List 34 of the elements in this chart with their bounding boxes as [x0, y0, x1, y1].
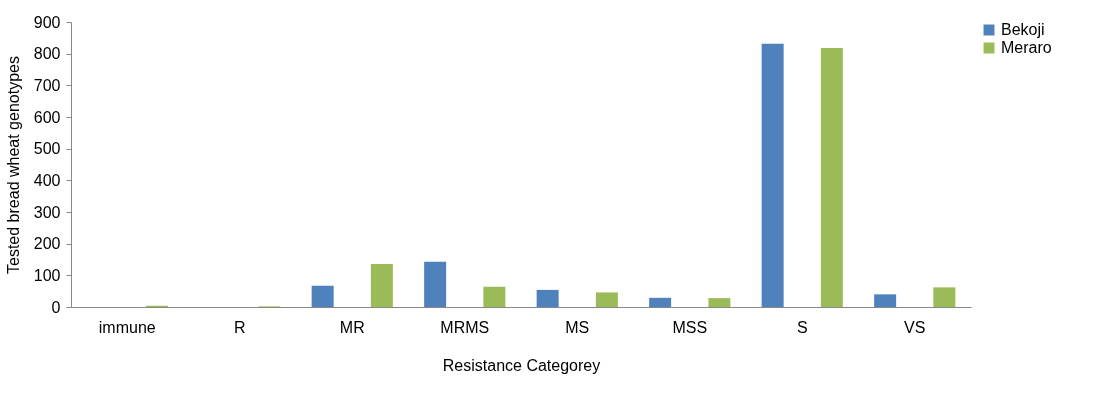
bar	[424, 261, 447, 307]
y-tick-label: 100	[33, 266, 61, 284]
y-tick-label: 600	[33, 108, 61, 126]
bar	[536, 289, 559, 307]
bar	[708, 298, 731, 307]
legend-label: Meraro	[1001, 39, 1052, 56]
x-axis-title: Resistance Categorey	[442, 356, 601, 374]
bar	[820, 47, 843, 307]
y-tick-label: 400	[33, 171, 61, 189]
y-tick-label: 0	[51, 298, 61, 316]
y-axis-title: Tested bread wheat genotypes	[4, 56, 22, 274]
y-tick-label: 200	[33, 235, 61, 253]
bar	[874, 294, 897, 307]
bar	[370, 263, 393, 307]
bar	[761, 43, 784, 307]
x-tick-label: immune	[98, 318, 156, 336]
x-tick-label: S	[796, 318, 808, 336]
bar	[311, 285, 334, 307]
bar	[649, 297, 672, 307]
bar	[595, 292, 618, 307]
bar	[483, 286, 506, 307]
legend-label: Bekoji	[1001, 21, 1045, 38]
x-tick-label: MSS	[672, 318, 708, 336]
y-tick-label: 700	[33, 76, 61, 94]
y-tick-label: 300	[33, 203, 61, 221]
x-tick-label: MRMS	[440, 318, 490, 336]
bar	[933, 287, 956, 307]
y-tick-label: 500	[33, 140, 61, 158]
x-tick-label: MR	[339, 318, 365, 336]
x-tick-label: R	[233, 318, 246, 336]
x-tick-label: MS	[565, 318, 590, 336]
y-tick-label: 900	[33, 13, 61, 31]
y-tick-label: 800	[33, 45, 61, 63]
x-tick-label: VS	[904, 318, 926, 336]
